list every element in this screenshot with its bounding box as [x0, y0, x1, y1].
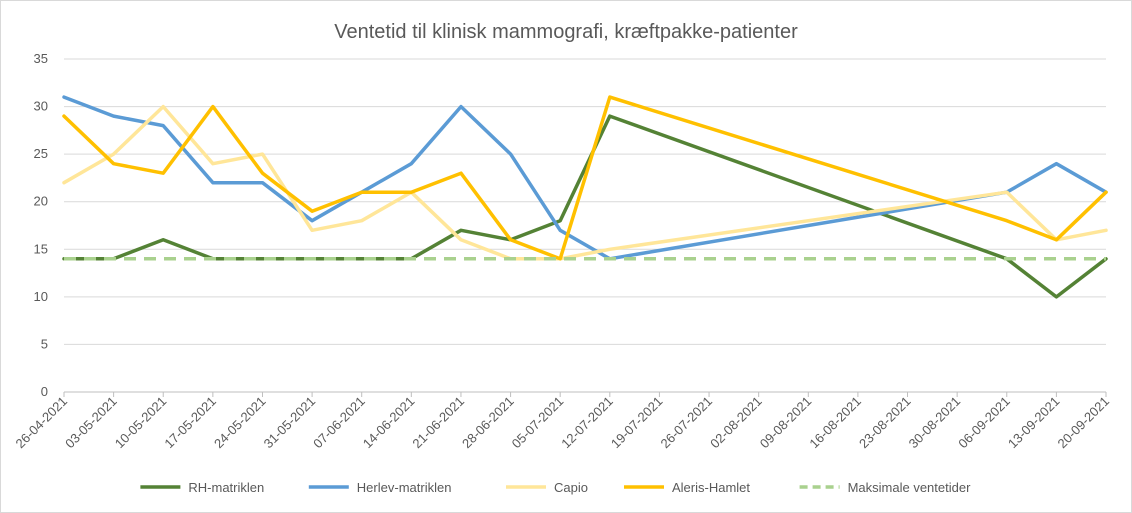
x-tick-label: 06-09-2021: [955, 394, 1013, 452]
series-lines: [62, 95, 1108, 299]
x-tick-label: 02-08-2021: [707, 394, 765, 452]
x-tick-label: 16-08-2021: [806, 394, 864, 452]
chart-title: Ventetid til klinisk mammografi, kræftpa…: [334, 21, 798, 43]
x-tick-label: 19-07-2021: [608, 394, 666, 452]
y-tick-label: 10: [34, 289, 48, 304]
series-line-herlev-matriklen: [62, 95, 1108, 261]
y-tick-label: 30: [34, 99, 48, 114]
x-tick-label: 17-05-2021: [161, 394, 219, 452]
x-tick-label: 26-04-2021: [12, 394, 70, 452]
x-tick-label: 21-06-2021: [409, 394, 467, 452]
y-axis-ticks: 0 5 10 15 20 25 30 35: [34, 51, 48, 399]
x-tick-label: 09-08-2021: [757, 394, 815, 452]
x-tick-label: 30-08-2021: [906, 394, 964, 452]
x-tick-label: 31-05-2021: [261, 394, 319, 452]
x-tick-label: 23-08-2021: [856, 394, 914, 452]
series-line-rh-matriklen: [62, 114, 1108, 299]
y-tick-label: 15: [34, 241, 48, 256]
x-tick-label: 13-09-2021: [1005, 394, 1063, 452]
x-tick-label: 28-06-2021: [459, 394, 517, 452]
x-tick-label: 10-05-2021: [112, 394, 170, 452]
legend-label: Maksimale ventetider: [848, 480, 971, 495]
x-tick-label: 12-07-2021: [558, 394, 616, 452]
x-tick-label: 07-06-2021: [310, 394, 368, 452]
y-tick-label: 20: [34, 194, 48, 209]
x-tick-label: 20-09-2021: [1054, 394, 1112, 452]
x-tick-label: 26-07-2021: [658, 394, 716, 452]
y-tick-label: 0: [41, 384, 48, 399]
series-line-aleris-hamlet: [62, 95, 1108, 261]
y-tick-label: 5: [41, 336, 48, 351]
x-tick-label: 24-05-2021: [211, 394, 269, 452]
x-tick-label: 05-07-2021: [509, 394, 567, 452]
y-tick-label: 25: [34, 146, 48, 161]
legend-label: Herlev-matriklen: [357, 480, 452, 495]
legend-label: RH-matriklen: [188, 480, 264, 495]
x-axis-ticks: 26-04-202103-05-202110-05-202117-05-2021…: [12, 392, 1112, 451]
legend: RH-matriklen Herlev-matriklen Capio Aleris-…: [140, 480, 971, 495]
y-tick-label: 35: [34, 51, 48, 66]
x-tick-label: 03-05-2021: [62, 394, 120, 452]
legend-label: Aleris-Hamlet: [672, 480, 750, 495]
legend-label: Capio: [554, 480, 588, 495]
x-tick-label: 14-06-2021: [360, 394, 418, 452]
gridlines: [64, 58, 1106, 393]
